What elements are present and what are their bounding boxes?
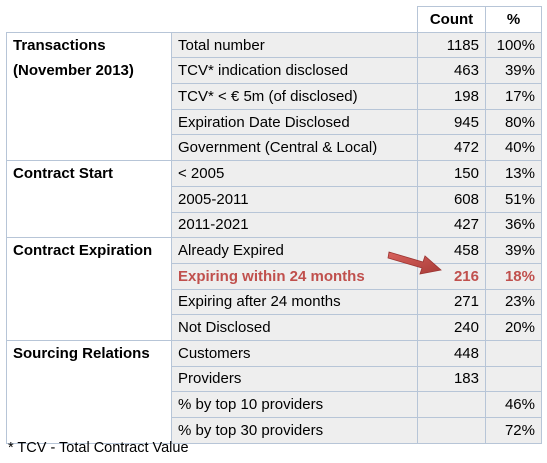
section-label [6, 83, 172, 110]
count-cell: 608 [417, 185, 486, 213]
table-body: Transactions Total number 1185 100% (Novembe… [6, 31, 542, 444]
pct-cell: 39% [485, 237, 542, 264]
header-count: Count [417, 6, 486, 33]
row-label: < 2005 [171, 160, 418, 187]
section-label [6, 134, 172, 162]
section-label [6, 366, 172, 392]
row-label: TCV* < € 5m (of disclosed) [171, 83, 418, 110]
table-row: TCV* < € 5m (of disclosed) 198 17% [6, 83, 542, 110]
count-cell: 427 [417, 211, 486, 239]
table-row: Transactions Total number 1185 100% [6, 31, 542, 59]
pct-cell: 17% [485, 83, 542, 110]
footnote: * TCV - Total Contract Value [8, 440, 189, 456]
row-label: 2005-2011 [171, 185, 418, 213]
section-label [6, 212, 172, 239]
row-label: % by top 30 providers [171, 417, 418, 444]
count-cell: 448 [417, 339, 486, 367]
count-cell: 472 [417, 134, 486, 162]
count-cell: 198 [417, 83, 486, 110]
table-row: Expiring within 24 months 216 18% [6, 262, 542, 290]
row-label: % by top 10 providers [171, 391, 418, 418]
pct-cell [485, 365, 542, 393]
table-row: 2005-2011 608 51% [6, 185, 542, 213]
table-row: % by top 30 providers 72% [6, 417, 542, 444]
pct-cell: 72% [485, 417, 542, 444]
pct-cell: 23% [485, 288, 542, 316]
count-cell: 463 [417, 57, 486, 85]
pct-cell: 46% [485, 391, 542, 418]
pct-cell: 51% [485, 185, 542, 213]
pct-cell: 100% [485, 31, 542, 59]
header-blank [6, 6, 172, 33]
section-label: Contract Start [6, 160, 172, 187]
row-label: Expiring after 24 months [171, 288, 418, 316]
table-row: Not Disclosed 240 20% [6, 314, 542, 341]
table-row: Providers 183 [6, 365, 542, 393]
header-row: Count % [6, 6, 542, 33]
pct-cell: 18% [485, 262, 542, 290]
table-row: Sourcing Relations Customers 448 [6, 339, 542, 367]
row-label: Total number [171, 31, 418, 59]
data-table: Count % Transactions Total number 1185 100%… [6, 6, 542, 444]
section-label: Contract Expiration [6, 237, 172, 264]
header-pct: % [485, 6, 542, 33]
table-row: Expiration Date Disclosed 945 80% [6, 108, 542, 136]
count-cell [417, 391, 486, 418]
pct-cell: 36% [485, 211, 542, 239]
table-row: Expiring after 24 months 271 23% [6, 288, 542, 316]
table-row: 2011-2021 427 36% [6, 211, 542, 239]
pct-cell: 40% [485, 134, 542, 162]
count-cell: 183 [417, 365, 486, 393]
pct-cell: 20% [485, 314, 542, 341]
section-label [6, 289, 172, 315]
row-label: Government (Central & Local) [171, 134, 418, 162]
table-row: Contract Start < 2005 150 13% [6, 160, 542, 187]
count-cell: 271 [417, 288, 486, 316]
count-cell: 240 [417, 314, 486, 341]
section-label: Transactions [6, 31, 172, 58]
table-row: (November 2013) TCV* indication disclosed… [6, 57, 542, 85]
row-label: Expiring within 24 months [171, 262, 418, 290]
row-label: Expiration Date Disclosed [171, 108, 418, 136]
table-row: % by top 10 providers 46% [6, 391, 542, 418]
row-label: Customers [171, 339, 418, 367]
row-label: Already Expired [171, 237, 418, 264]
section-label [6, 109, 172, 135]
section-label [6, 314, 172, 341]
count-cell: 1185 [417, 31, 486, 59]
row-label: 2011-2021 [171, 211, 418, 239]
section-label: (November 2013) [6, 57, 172, 84]
section-label [6, 186, 172, 212]
section-label [6, 263, 172, 290]
section-label [6, 391, 172, 418]
count-cell [417, 417, 486, 444]
arrow-icon [387, 251, 442, 275]
row-label: Providers [171, 365, 418, 393]
pct-cell: 39% [485, 57, 542, 85]
header-blank [171, 6, 418, 33]
table-row: Contract Expiration Already Expired 458 39% [6, 237, 542, 264]
count-cell: 150 [417, 160, 486, 187]
row-label: TCV* indication disclosed [171, 57, 418, 85]
count-cell: 945 [417, 108, 486, 136]
pct-cell [485, 339, 542, 367]
pct-cell: 80% [485, 108, 542, 136]
section-label: Sourcing Relations [6, 339, 172, 367]
row-label: Not Disclosed [171, 314, 418, 341]
pct-cell: 13% [485, 160, 542, 187]
table-row: Government (Central & Local) 472 40% [6, 134, 542, 162]
section-label [6, 417, 172, 444]
